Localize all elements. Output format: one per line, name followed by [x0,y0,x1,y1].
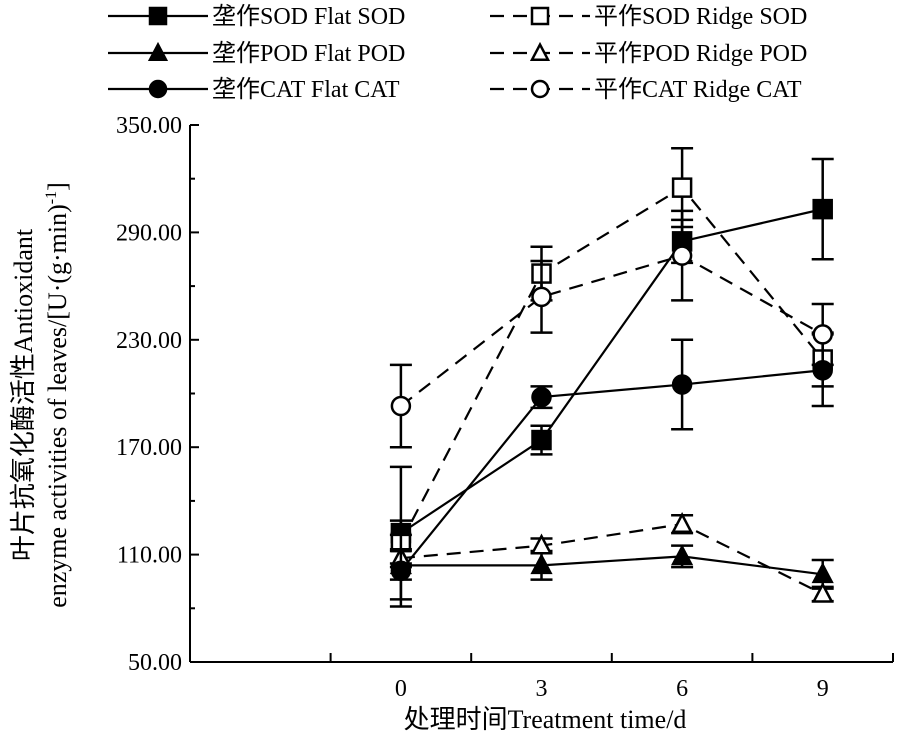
legend-label: 垄作CAT Flat CAT [212,76,400,103]
legend-item-3: 平作POD Ridge POD [490,40,807,67]
legend-label: 平作SOD Ridge SOD [594,3,807,30]
series-line [399,186,824,543]
data-point [390,560,412,581]
legend-item-0: 垄作SOD Flat SOD [108,3,405,30]
y-tick-label: 110.00 [117,543,182,569]
data-point [530,533,553,555]
y-axis-title-superscript: -1 [43,191,60,204]
data-point [530,553,553,575]
legend-marker [530,6,550,26]
y-tick-label: 290.00 [116,220,182,246]
x-tick-label: 3 [536,676,548,702]
y-tick-label: 350.00 [116,113,182,139]
data-point [531,286,552,308]
y-tick-label: 170.00 [116,435,182,461]
axes: 50.00 110.00 170.00 230.00 290.00 350.00 0 3 6 9 [116,113,894,702]
data-point [671,245,693,266]
data-point [531,386,552,408]
x-tick-label: 0 [395,676,407,702]
y-axis-title-line2: enzyme activities of leaves/[U·(g·min)-1… [43,182,72,608]
legend-label: 平作CAT Ridge CAT [594,76,802,103]
data-point [531,429,552,451]
x-tick-label: 9 [817,676,829,702]
legend-item-4: 垄作CAT Flat CAT [108,76,400,103]
data-point [811,581,834,603]
data-point [671,177,693,198]
x-tick-label: 6 [676,676,688,702]
legend-marker [147,41,169,61]
data-point [671,544,694,566]
legend-item-1: 平作SOD Ridge SOD [490,3,807,30]
series-0 [389,157,834,601]
series-layer [389,147,834,608]
legend-item-2: 垄作POD Flat POD [108,40,405,67]
y-axis-title-main: enzyme activities of leaves/[U·(g·min) [43,204,72,608]
series-line [400,254,824,407]
data-point [671,512,694,533]
legend-item-5: 平作CAT Ridge CAT [490,76,802,103]
data-point [812,324,833,345]
x-axis-title: 处理时间Treatment time/d [404,705,687,734]
legend-label: 垄作SOD Flat SOD [212,3,405,30]
legend-marker [148,79,168,99]
y-tick-label: 230.00 [116,328,182,354]
series-line [400,555,823,576]
series-3 [389,512,834,603]
data-point [390,395,412,417]
data-point [671,374,693,395]
legend-marker [529,41,551,61]
legend-marker [148,6,168,26]
y-axis-title: 叶片抗氧化酶活性Antioxidant enzyme activities of… [9,182,72,608]
series-line [400,369,823,572]
y-axis-title-line1: 叶片抗氧化酶活性Antioxidant [9,228,38,561]
legend-label: 平作POD Ridge POD [594,40,807,67]
series-line [400,208,823,535]
legend-label: 垄作POD Flat POD [212,40,405,67]
data-point [811,562,834,584]
y-tick-label: 50.00 [128,650,182,676]
legend-marker [530,79,550,99]
y-axis-title-end: ] [43,182,72,191]
series-5 [389,209,834,449]
legend: 垄作SOD Flat SOD 平作SOD Ridge SOD 垄作POD Flat … [108,3,807,103]
data-point [812,198,833,220]
series-line [400,523,824,595]
